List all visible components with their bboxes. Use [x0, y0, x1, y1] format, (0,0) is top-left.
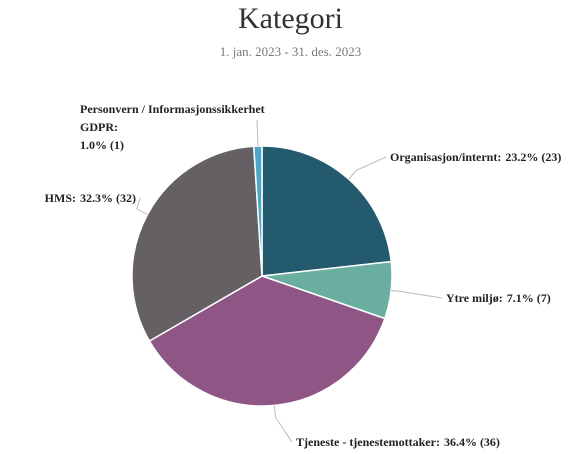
slice-label: Organisasjon/internt: 23.2% (23)	[390, 148, 561, 166]
slice-label: HMS: 32.3% (32)	[45, 189, 136, 207]
slice-label: Ytre miljø: 7.1% (7)	[446, 289, 551, 307]
value-label: 7.1% (7)	[506, 291, 551, 305]
pie-slice	[131, 145, 263, 343]
category-label: Ytre miljø:	[446, 291, 503, 305]
chart-title: Kategori	[238, 2, 343, 35]
value-label: 36.4% (36)	[443, 435, 500, 449]
value-label: 1.0% (1)	[80, 138, 124, 152]
leader-line	[391, 289, 443, 299]
pie-slice	[261, 145, 393, 277]
pie-slice	[252, 145, 263, 277]
pie-slice	[148, 275, 386, 407]
slice-label: Tjeneste - tjenestemottaker: 36.4% (36)	[296, 433, 500, 451]
category-label: HMS:	[44, 191, 76, 205]
leader-line	[256, 119, 259, 147]
slice-label: Personvern / Informasjonssikkerhet GDPR:…	[80, 100, 270, 154]
leader-line	[136, 197, 148, 216]
category-label: Personvern / Informasjonssikkerhet GDPR:	[80, 102, 265, 134]
leader-line	[348, 156, 387, 180]
category-label: Organisasjon/internt:	[390, 150, 502, 164]
leader-line	[273, 405, 293, 443]
category-label: Tjeneste - tjenestemottaker:	[296, 435, 440, 449]
value-label: 23.2% (23)	[505, 150, 562, 164]
value-label: 32.3% (32)	[80, 191, 136, 205]
chart-subtitle: 1. jan. 2023 - 31. des. 2023	[219, 44, 362, 59]
